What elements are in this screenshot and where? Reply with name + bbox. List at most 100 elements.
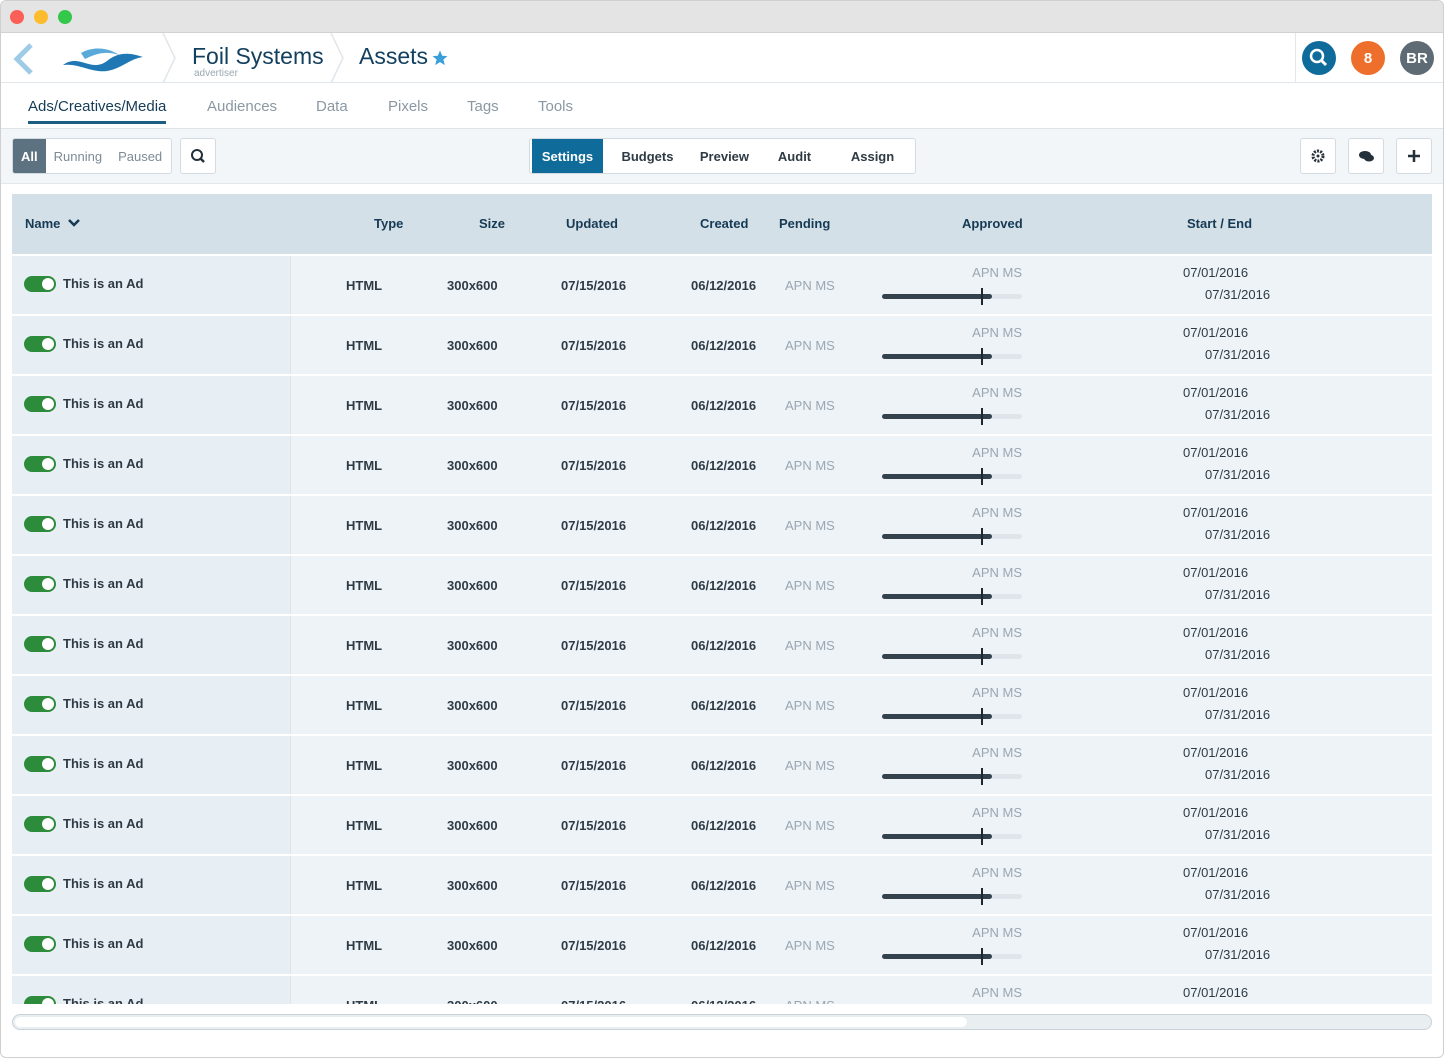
column-header[interactable]: Approved: [962, 216, 1023, 231]
horizontal-scrollbar[interactable]: [12, 1014, 1432, 1030]
size: 300x600: [447, 938, 498, 953]
table-row[interactable]: This is an Ad HTML 300x600 07/15/2016 06/12/…: [12, 616, 1432, 674]
start-date: 07/01/2016: [1183, 325, 1249, 340]
type: HTML: [346, 998, 382, 1004]
view-option[interactable]: Assign: [850, 148, 895, 164]
ad-name[interactable]: This is an Ad: [63, 936, 144, 951]
name-cell: [12, 496, 291, 554]
status-toggle[interactable]: [24, 936, 56, 952]
ad-name[interactable]: This is an Ad: [63, 696, 144, 711]
type: HTML: [346, 818, 383, 833]
notification-badge[interactable]: 8: [1351, 41, 1385, 75]
table-row[interactable]: This is an Ad HTML 300x600 07/15/2016 06/12/…: [12, 256, 1432, 314]
approval-marker: [981, 348, 983, 365]
table-row[interactable]: This is an Ad HTML 300x600 07/15/2016 06/12/…: [12, 796, 1432, 854]
type: HTML: [346, 278, 383, 293]
status-toggle[interactable]: [24, 576, 56, 592]
ad-name[interactable]: This is an Ad: [63, 516, 144, 531]
column-header[interactable]: Size: [479, 216, 506, 231]
ad-name[interactable]: This is an Ad: [63, 336, 144, 351]
close-button[interactable]: [10, 10, 24, 24]
tab[interactable]: Data: [316, 98, 348, 115]
start-date: 07/01/2016: [1183, 445, 1249, 460]
table-row[interactable]: This is an Ad HTML 300x600 07/15/2016 06/12/…: [12, 976, 1432, 1004]
column-header[interactable]: Type: [374, 216, 404, 231]
ad-name[interactable]: This is an Ad: [63, 816, 144, 831]
ad-name[interactable]: This is an Ad: [63, 636, 144, 651]
ad-name[interactable]: This is an Ad: [63, 276, 144, 291]
table-row[interactable]: This is an Ad HTML 300x600 07/15/2016 06/12/…: [12, 676, 1432, 734]
name-cell: [12, 916, 291, 974]
ad-name[interactable]: This is an Ad: [63, 456, 144, 471]
status-toggle[interactable]: [24, 876, 56, 892]
status-toggle[interactable]: [24, 996, 56, 1004]
zoom-button[interactable]: [58, 10, 72, 24]
type: HTML: [346, 698, 383, 713]
ad-name[interactable]: This is an Ad: [63, 876, 144, 891]
table-row[interactable]: This is an Ad HTML 300x600 07/15/2016 06/12/…: [12, 376, 1432, 434]
column-header[interactable]: Start / End: [1187, 216, 1253, 231]
tab[interactable]: Ads/Creatives/Media: [28, 98, 167, 124]
sort-indicator[interactable]: [68, 218, 80, 228]
tab[interactable]: Tags: [467, 98, 499, 115]
ad-name[interactable]: This is an Ad: [63, 396, 144, 411]
table-row[interactable]: This is an Ad HTML 300x600 07/15/2016 06/12/…: [12, 316, 1432, 374]
logo[interactable]: [61, 43, 145, 75]
ad-name[interactable]: This is an Ad: [63, 756, 144, 771]
filter-option[interactable]: Paused: [118, 148, 163, 164]
table-row[interactable]: This is an Ad HTML 300x600 07/15/2016 06/12/…: [12, 856, 1432, 914]
status-toggle[interactable]: [24, 816, 56, 832]
tab[interactable]: Pixels: [388, 98, 429, 115]
size: 300x600: [447, 518, 498, 533]
table-row[interactable]: This is an Ad HTML 300x600 07/15/2016 06/12/…: [12, 436, 1432, 494]
type: HTML: [346, 458, 383, 473]
column-header[interactable]: Updated: [566, 216, 618, 231]
column-header[interactable]: Created: [700, 216, 749, 231]
search-button[interactable]: [1302, 41, 1336, 75]
settings-button[interactable]: [1300, 138, 1336, 174]
view-option[interactable]: Preview: [699, 148, 750, 164]
tab[interactable]: Tools: [538, 98, 574, 115]
approval-bar: [882, 648, 1022, 665]
status-toggle[interactable]: [24, 756, 56, 772]
created: 06/12/2016: [691, 458, 757, 473]
table-row[interactable]: This is an Ad HTML 300x600 07/15/2016 06/12/…: [12, 736, 1432, 794]
table-row[interactable]: This is an Ad HTML 300x600 07/15/2016 06/12/…: [12, 556, 1432, 614]
status-toggle[interactable]: [24, 456, 56, 472]
pending: APN MS: [785, 398, 835, 413]
table-row[interactable]: This is an Ad HTML 300x600 07/15/2016 06/12/…: [12, 496, 1432, 554]
status-toggle[interactable]: [24, 696, 56, 712]
search-toggle[interactable]: [180, 138, 216, 174]
created: 06/12/2016: [691, 938, 757, 953]
status-toggle[interactable]: [24, 396, 56, 412]
view-option[interactable]: Settings: [532, 139, 604, 173]
view-option[interactable]: Budgets: [621, 148, 674, 164]
add-button[interactable]: [1396, 138, 1432, 174]
status-toggle[interactable]: [24, 516, 56, 532]
filter-option[interactable]: Running: [53, 148, 103, 164]
tab[interactable]: Audiences: [207, 98, 278, 115]
status-toggle[interactable]: [24, 336, 56, 352]
favorite-star[interactable]: [431, 49, 449, 67]
start-date: 07/01/2016: [1183, 805, 1249, 820]
approval-bar: [882, 888, 1022, 905]
user-avatar[interactable]: BR: [1400, 41, 1434, 75]
filter-option[interactable]: All: [13, 139, 46, 173]
status-toggle[interactable]: [24, 276, 56, 292]
brand-name[interactable]: Foil Systems: [192, 43, 324, 69]
table-row[interactable]: This is an Ad HTML 300x600 07/15/2016 06/12/…: [12, 916, 1432, 974]
status-toggle[interactable]: [24, 636, 56, 652]
minimize-button[interactable]: [34, 10, 48, 24]
end-date: 07/31/2016: [1205, 827, 1271, 842]
scroll-thumb[interactable]: [15, 1017, 967, 1027]
back-button[interactable]: [9, 41, 39, 77]
ad-name[interactable]: This is an Ad: [63, 996, 144, 1004]
column-header[interactable]: Pending: [779, 216, 831, 231]
column-header[interactable]: Name: [25, 216, 61, 231]
comments-button[interactable]: [1348, 138, 1384, 174]
ad-name[interactable]: This is an Ad: [63, 576, 144, 591]
approval-bar: [882, 708, 1022, 725]
view-option[interactable]: Audit: [777, 148, 812, 164]
pending: APN MS: [785, 338, 835, 353]
size: 300x600: [447, 278, 498, 293]
